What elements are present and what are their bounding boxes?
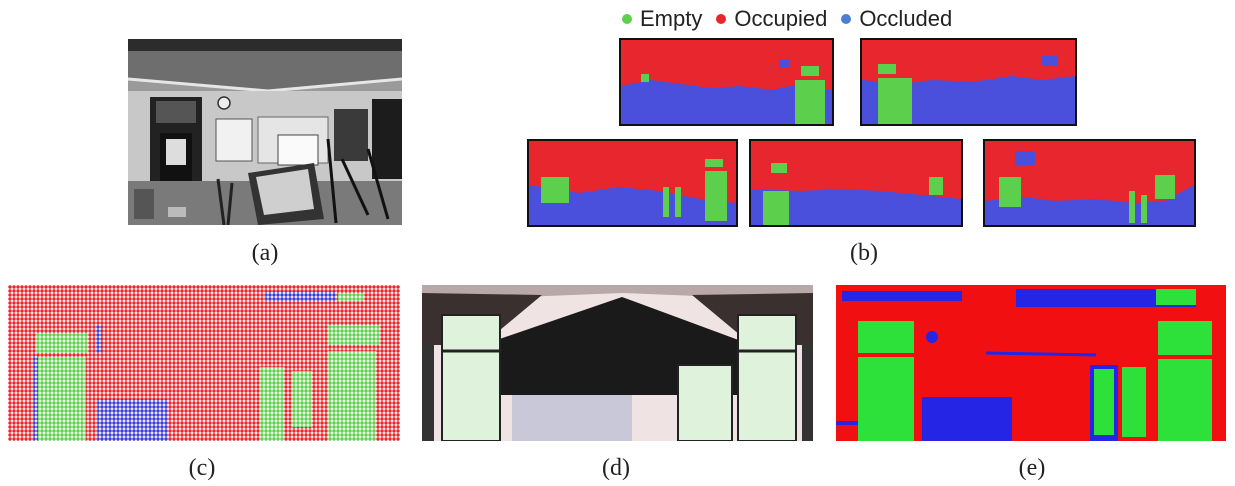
caption-c: (c) [188, 455, 216, 481]
legend-label-empty: Empty [640, 6, 703, 31]
occupancy-map-c [8, 285, 400, 441]
panel-e-segmentation [836, 285, 1226, 441]
point-cloud-render-d [422, 285, 813, 441]
occupancy-map-b3 [529, 141, 736, 225]
caption-a: (a) [251, 240, 279, 266]
occluded-dot-icon [841, 14, 852, 24]
occupancy-map-b4 [751, 141, 961, 225]
legend: Empty Occupied Occluded [622, 4, 966, 34]
panel-b-grid-1 [619, 38, 834, 126]
occupancy-map-b5 [985, 141, 1194, 225]
legend-label-occupied: Occupied [734, 6, 828, 31]
classroom-photo [128, 39, 402, 225]
segmentation-map-e [836, 285, 1226, 441]
panel-d-render [422, 285, 813, 441]
panel-b-grid-5 [983, 139, 1196, 227]
caption-b: (b) [850, 240, 878, 266]
caption-d: (d) [602, 455, 630, 481]
panel-c-grid [8, 285, 400, 441]
panel-b-grid-3 [527, 139, 738, 227]
panel-b-grid-4 [749, 139, 963, 227]
legend-label-occluded: Occluded [859, 6, 953, 31]
panel-b-grid-2 [860, 38, 1077, 126]
legend-item-occluded: Occluded [841, 6, 952, 32]
occupied-dot-icon [716, 14, 727, 24]
occupancy-map-b1 [621, 40, 832, 124]
legend-item-empty: Empty [622, 6, 702, 32]
legend-item-occupied: Occupied [716, 6, 827, 32]
occupancy-map-b2 [862, 40, 1075, 124]
empty-dot-icon [622, 14, 632, 24]
caption-e: (e) [1018, 455, 1046, 481]
panel-a-photo [128, 39, 402, 225]
